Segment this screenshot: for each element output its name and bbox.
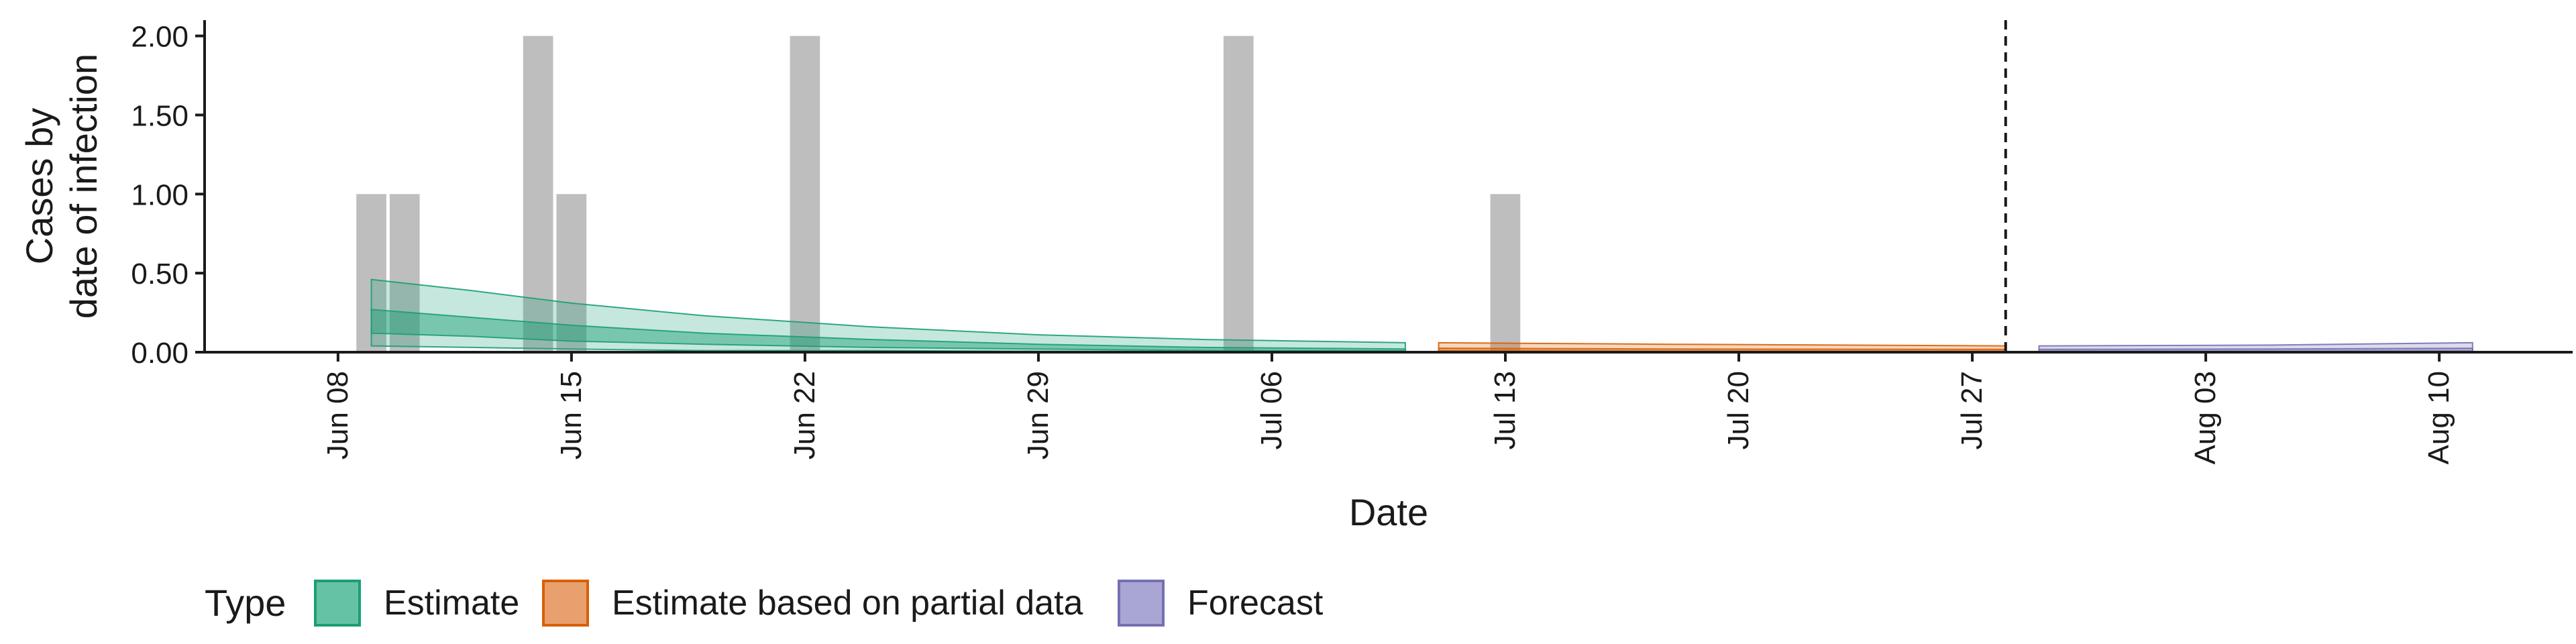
- x-tick-label: Jul 06: [1255, 371, 1288, 449]
- y-axis-title-line: Cases by: [18, 108, 60, 264]
- legend-key: [542, 580, 589, 627]
- x-tick-label: Jun 08: [321, 371, 354, 460]
- data-bar: [1223, 36, 1254, 352]
- legend: Type Estimate Estimate based on partial da…: [205, 580, 1324, 627]
- legend-label: Forecast: [1187, 584, 1324, 623]
- y-axis-title-line: date of infection: [62, 54, 105, 319]
- legend-label: Estimate based on partial data: [612, 584, 1083, 623]
- x-tick-label: Jun 15: [555, 371, 588, 460]
- x-tick-label: Jul 20: [1722, 371, 1755, 449]
- legend-label: Estimate: [384, 584, 519, 623]
- axis-labels-layer: Date Cases bydate of infection: [18, 54, 1428, 533]
- ribbons-layer: [370, 278, 2473, 353]
- x-axis-title: Date: [1349, 491, 1428, 533]
- series-group: [1438, 341, 2006, 353]
- data-bar: [389, 194, 420, 352]
- x-tick-label: Aug 10: [2422, 371, 2455, 464]
- x-tick-label: Jun 29: [1022, 371, 1055, 460]
- y-tick-label: 1.50: [131, 99, 189, 132]
- y-tick-label: 2.00: [131, 21, 189, 54]
- legend-key: [1118, 580, 1165, 627]
- y-tick-label: 1.00: [131, 178, 189, 211]
- legend-title: Type: [205, 582, 286, 624]
- x-tick-label: Aug 03: [2189, 371, 2222, 464]
- legend-key: [314, 580, 361, 627]
- y-tick-label: 0.50: [131, 258, 189, 290]
- x-tick-label: Jul 13: [1489, 371, 1521, 449]
- series-group: [2038, 341, 2473, 353]
- axes-layer: 0.00 0.50 1.00 1.50 2.00 Jun 08 Jun 15 Jun 22 Ju…: [131, 20, 2573, 464]
- data-bar: [1490, 194, 1521, 352]
- bars-layer: [356, 36, 1521, 352]
- x-tick-label: Jul 27: [1955, 371, 1988, 449]
- x-tick-label: Jun 22: [788, 371, 821, 460]
- data-bar: [790, 36, 820, 352]
- y-axis-title: Cases bydate of infection: [18, 54, 105, 319]
- y-tick-label: 0.00: [131, 337, 189, 370]
